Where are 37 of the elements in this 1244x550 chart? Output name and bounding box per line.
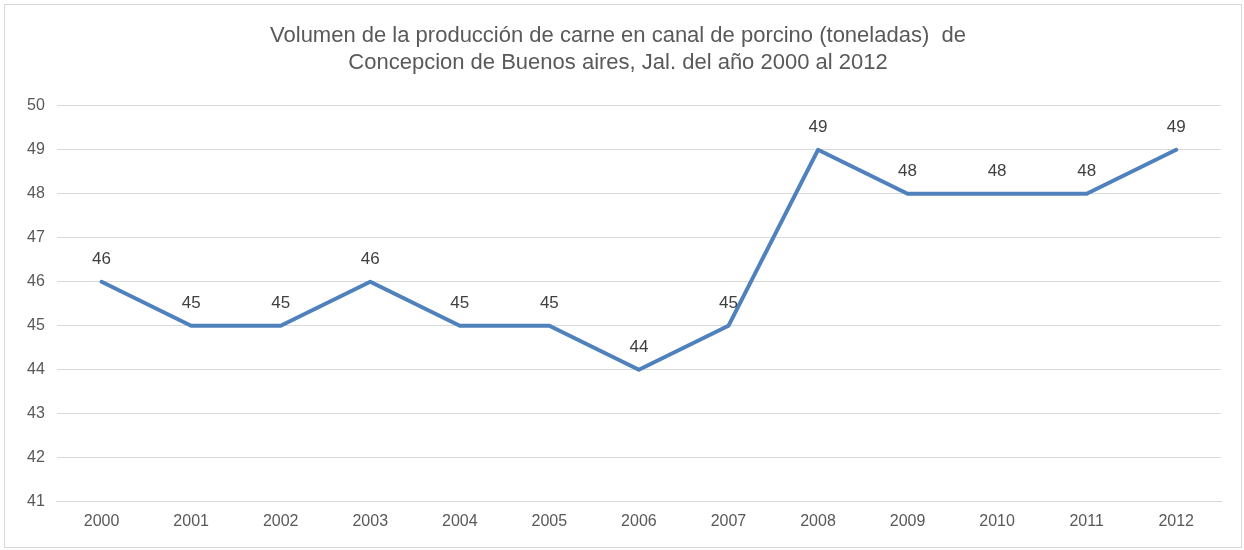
data-label: 45	[271, 292, 291, 312]
x-tick-label: 2012	[1158, 511, 1195, 529]
x-tick-label: 2000	[83, 511, 120, 529]
y-tick-label: 46	[27, 272, 45, 290]
y-tick-label: 44	[27, 360, 45, 378]
data-label: 49	[808, 116, 828, 136]
y-tick-label: 50	[27, 96, 45, 114]
data-label: 48	[898, 160, 918, 180]
y-tick-label: 43	[27, 404, 45, 422]
x-tick-label: 2011	[1069, 511, 1104, 529]
chart-title: Volumen de la producción de carne en canal de porcino (toneladas) de Concepcion de Buenos aires, Jal. del año 2000 al 2012	[270, 22, 966, 74]
data-label: 46	[360, 248, 380, 268]
y-tick-label: 49	[27, 140, 45, 158]
data-label: 45	[181, 292, 201, 312]
x-tick-label: 2003	[352, 511, 389, 529]
y-tick-label: 48	[27, 184, 45, 202]
data-label: 48	[1077, 160, 1097, 180]
data-label: 44	[629, 336, 649, 356]
data-label: 45	[718, 292, 738, 312]
data-label: 46	[92, 248, 112, 268]
data-label: 49	[1166, 116, 1186, 136]
y-tick-label: 47	[27, 228, 45, 246]
data-label: 48	[987, 160, 1007, 180]
x-tick-label: 2005	[531, 511, 568, 529]
y-tick-label: 45	[27, 316, 45, 334]
x-tick-label: 2001	[173, 511, 210, 529]
x-tick-label: 2006	[621, 511, 657, 529]
x-tick-label: 2010	[979, 511, 1016, 529]
x-tick-label: 2004	[441, 511, 478, 529]
x-tick-label: 2008	[800, 511, 836, 529]
x-tick-label: 2007	[710, 511, 747, 529]
data-label: 45	[450, 292, 470, 312]
y-tick-label: 41	[27, 492, 45, 510]
x-tick-label: 2009	[889, 511, 926, 529]
data-label: 45	[539, 292, 559, 312]
x-tick-label: 2002	[262, 511, 299, 529]
y-tick-label: 42	[27, 448, 45, 466]
